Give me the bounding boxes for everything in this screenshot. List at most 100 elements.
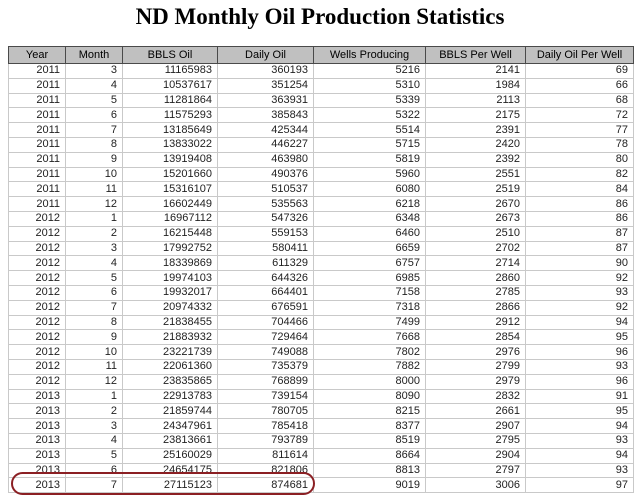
table-cell: 644326 [217,270,314,286]
table-cell: 78 [525,136,634,153]
table-row: 2012 4 18339869 611329 6757 2714 90 [8,255,634,272]
table-row: 2011 6 11575293 385843 5322 2175 72 [8,107,634,124]
table-cell: 2860 [425,270,526,286]
table-cell: 8664 [313,447,426,464]
table-cell: 768899 [217,373,314,390]
table-cell: 2012 [8,329,66,346]
table-cell: 2799 [425,358,526,375]
table-row: 2012 7 20974332 676591 7318 2866 92 [8,299,634,316]
table-cell: 463980 [217,151,314,168]
table-cell: 93 [525,432,634,449]
table-cell: 11575293 [122,107,218,124]
table-cell: 2854 [425,329,526,346]
table-cell: 5 [65,92,123,109]
table-cell: 2012 [8,210,66,227]
table-row: 2012 6 19932017 664401 7158 2785 93 [8,284,634,301]
table-cell: 86 [525,196,634,212]
table-cell: 2012 [8,358,66,375]
table-cell: 22061360 [122,358,218,375]
table-cell: 2011 [8,151,66,168]
table-cell: 84 [525,181,634,198]
table-row: 2011 11 15316107 510537 6080 2519 84 [8,181,634,198]
table-cell: 72 [525,107,634,124]
table-row: 2012 2 16215448 559153 6460 2510 87 [8,225,634,242]
table-cell: 8 [65,314,123,331]
table-cell: 18339869 [122,255,218,272]
table-cell: 5310 [313,77,426,94]
table-cell: 6080 [313,181,426,198]
table-cell: 11281864 [122,92,218,109]
table-cell: 96 [525,344,634,360]
table-cell: 87 [525,240,634,257]
table-cell: 5216 [313,63,426,79]
table-cell: 97 [525,477,634,494]
table-cell: 363931 [217,92,314,109]
table-row: 2013 4 23813661 793789 8519 2795 93 [8,432,634,449]
table-cell: 10537617 [122,77,218,94]
table-cell: 23813661 [122,432,218,449]
table-row: 2011 4 10537617 351254 5310 1984 66 [8,77,634,94]
table-cell: 92 [525,299,634,316]
table-cell: 2392 [425,151,526,168]
table-cell: 2866 [425,299,526,316]
column-header-year: Year [8,46,66,64]
table-cell: 2012 [8,240,66,257]
table-cell: 385843 [217,107,314,124]
table-cell: 22913783 [122,388,218,405]
table-cell: 2979 [425,373,526,390]
table-cell: 2702 [425,240,526,257]
table-cell: 785418 [217,418,314,434]
table-cell: 2013 [8,403,66,420]
table-cell: 5715 [313,136,426,153]
table-cell: 9019 [313,477,426,494]
table-cell: 2795 [425,432,526,449]
table-cell: 360193 [217,63,314,79]
table-row: 2012 10 23221739 749088 7802 2976 96 [8,344,634,360]
table-cell: 547326 [217,210,314,227]
table-cell: 2013 [8,462,66,479]
table-cell: 580411 [217,240,314,257]
table-cell: 6348 [313,210,426,227]
table-cell: 780705 [217,403,314,420]
table-cell: 6 [65,107,123,124]
table-cell: 19932017 [122,284,218,301]
table-row: 2011 3 11165983 360193 5216 2141 69 [8,63,634,79]
table-cell: 2519 [425,181,526,198]
table-cell: 2904 [425,447,526,464]
table-cell: 2012 [8,344,66,360]
table-cell: 4 [65,77,123,94]
table-cell: 4 [65,255,123,272]
table-cell: 8000 [313,373,426,390]
table-cell: 2013 [8,477,66,494]
table-cell: 735379 [217,358,314,375]
column-header-month: Month [65,46,123,64]
table-cell: 1 [65,210,123,227]
table-cell: 2012 [8,284,66,301]
table-cell: 6985 [313,270,426,286]
table-cell: 2661 [425,403,526,420]
table-cell: 94 [525,418,634,434]
table-cell: 8519 [313,432,426,449]
table-cell: 11 [65,181,123,198]
table-cell: 24347961 [122,418,218,434]
table-row: 2012 1 16967112 547326 6348 2673 86 [8,210,634,227]
oil-production-table: Year Month BBLS Oil Daily Oil Wells Producin… [8,46,634,494]
table-cell: 5322 [313,107,426,124]
table-cell: 25160029 [122,447,218,464]
table-cell: 7 [65,122,123,138]
table-cell: 749088 [217,344,314,360]
table-cell: 8377 [313,418,426,434]
table-cell: 90 [525,255,634,272]
column-header-bbls-per-well: BBLS Per Well [425,46,526,64]
table-cell: 2141 [425,63,526,79]
table-cell: 1 [65,388,123,405]
table-cell: 2714 [425,255,526,272]
table-row: 2012 9 21883932 729464 7668 2854 95 [8,329,634,346]
table-cell: 10 [65,344,123,360]
table-cell: 4 [65,432,123,449]
table-cell: 6659 [313,240,426,257]
table-cell: 2832 [425,388,526,405]
table-cell: 1984 [425,77,526,94]
table-cell: 23835865 [122,373,218,390]
table-cell: 5960 [313,166,426,183]
